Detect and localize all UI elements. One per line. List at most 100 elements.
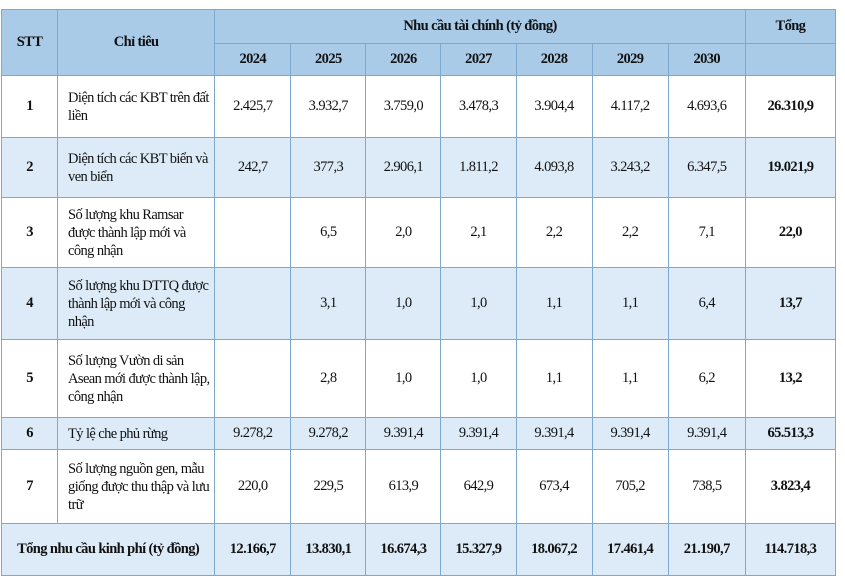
header-total: Tổng	[744, 9, 837, 44]
header-total-blank	[744, 43, 837, 76]
cell-2028: 1,1	[515, 339, 593, 418]
cell-2030: 7,1	[667, 197, 746, 268]
cell-2029: 705,2	[591, 449, 669, 524]
cell-2025: 377,3	[290, 137, 367, 198]
header-indicator: Chỉ tiêu	[57, 9, 216, 76]
cell-2027: 2,1	[440, 197, 517, 268]
grand-total-2028: 18.067,2	[515, 523, 593, 576]
cell-2029: 2,2	[591, 197, 669, 268]
cell-2027: 3.478,3	[440, 75, 517, 138]
cell-2028: 4.093,8	[515, 137, 593, 198]
cell-2028: 9.391,4	[515, 417, 593, 450]
cell-2028: 3.904,4	[515, 75, 593, 138]
row-stt: 7	[0, 449, 59, 524]
row-stt: 1	[0, 75, 59, 138]
cell-2028: 673,4	[515, 449, 593, 524]
cell-total: 13,2	[744, 339, 837, 418]
cell-2030: 6,4	[667, 267, 746, 340]
row-label: Số lượng Vườn di sản Asean mới được thàn…	[57, 339, 216, 418]
cell-2027: 1,0	[440, 339, 517, 418]
row-stt: 3	[0, 197, 59, 268]
cell-2026: 613,9	[365, 449, 442, 524]
row-label: Tỷ lệ che phủ rừng	[57, 417, 216, 450]
financial-needs-table: STT Chỉ tiêu Nhu cầu tài chính (tỷ đồng)…	[0, 9, 837, 576]
cell-2030: 738,5	[667, 449, 746, 524]
cell-2026: 1,0	[365, 267, 442, 340]
grand-total-row: Tổng nhu cầu kinh phí (tỷ đồng) 12.166,7…	[0, 523, 837, 576]
cell-2024: 9.278,2	[214, 417, 292, 450]
cell-total: 19.021,9	[744, 137, 837, 198]
cell-2027: 642,9	[440, 449, 517, 524]
grand-total-label: Tổng nhu cầu kinh phí (tỷ đồng)	[0, 523, 216, 576]
cell-2030: 6,2	[667, 339, 746, 418]
row-stt: 5	[0, 339, 59, 418]
row-stt: 2	[0, 137, 59, 198]
cell-2027: 1,0	[440, 267, 517, 340]
table-row: 3 Số lượng khu Ramsar được thành lập mới…	[0, 197, 837, 268]
row-stt: 6	[0, 417, 59, 450]
cell-2024	[214, 197, 292, 268]
cell-2025: 2,8	[290, 339, 367, 418]
cell-2026: 3.759,0	[365, 75, 442, 138]
cell-2024	[214, 267, 292, 340]
cell-2030: 9.391,4	[667, 417, 746, 450]
row-label: Số lượng khu DTTQ được thành lập mới và …	[57, 267, 216, 340]
cell-2025: 3.932,7	[290, 75, 367, 138]
cell-2025: 229,5	[290, 449, 367, 524]
cell-2030: 6.347,5	[667, 137, 746, 198]
cell-2024	[214, 339, 292, 418]
row-label: Số lượng nguồn gen, mẫu giống được thu t…	[57, 449, 216, 524]
cell-2029: 1,1	[591, 339, 669, 418]
table-row: 1 Diện tích các KBT trên đất liền 2.425,…	[0, 75, 837, 138]
cell-2025: 9.278,2	[290, 417, 367, 450]
header-year-2027: 2027	[440, 43, 517, 76]
table-row: 6 Tỷ lệ che phủ rừng 9.278,2 9.278,2 9.3…	[0, 417, 837, 450]
grand-total-2026: 16.674,3	[365, 523, 442, 576]
cell-2026: 9.391,4	[365, 417, 442, 450]
row-label: Số lượng khu Ramsar được thành lập mới v…	[57, 197, 216, 268]
row-label: Diện tích các KBT biển và ven biển	[57, 137, 216, 198]
cell-total: 65.513,3	[744, 417, 837, 450]
cell-2026: 2.906,1	[365, 137, 442, 198]
grand-total-2030: 21.190,7	[667, 523, 746, 576]
header-year-2025: 2025	[290, 43, 367, 76]
cell-2029: 4.117,2	[591, 75, 669, 138]
grand-total-2029: 17.461,4	[591, 523, 669, 576]
table-row: 2 Diện tích các KBT biển và ven biển 242…	[0, 137, 837, 198]
cell-2026: 1,0	[365, 339, 442, 418]
table-row: 4 Số lượng khu DTTQ được thành lập mới v…	[0, 267, 837, 340]
cell-2027: 1.811,2	[440, 137, 517, 198]
header-year-2030: 2030	[667, 43, 746, 76]
cell-2029: 1,1	[591, 267, 669, 340]
header-year-2024: 2024	[214, 43, 292, 76]
cell-2028: 2,2	[515, 197, 593, 268]
row-stt: 4	[0, 267, 59, 340]
cell-total: 13,7	[744, 267, 837, 340]
header-year-2029: 2029	[591, 43, 669, 76]
header-stt: STT	[0, 9, 59, 76]
header-year-2028: 2028	[515, 43, 593, 76]
cell-2025: 3,1	[290, 267, 367, 340]
grand-total-sum: 114.718,3	[744, 523, 837, 576]
header-year-2026: 2026	[365, 43, 442, 76]
cell-2029: 9.391,4	[591, 417, 669, 450]
grand-total-2025: 13.830,1	[290, 523, 367, 576]
cell-2025: 6,5	[290, 197, 367, 268]
cell-total: 26.310,9	[744, 75, 837, 138]
cell-2024: 242,7	[214, 137, 292, 198]
cell-total: 22,0	[744, 197, 837, 268]
grand-total-2024: 12.166,7	[214, 523, 292, 576]
cell-2027: 9.391,4	[440, 417, 517, 450]
cell-2024: 220,0	[214, 449, 292, 524]
cell-2028: 1,1	[515, 267, 593, 340]
table-row: 7 Số lượng nguồn gen, mẫu giống được thu…	[0, 449, 837, 524]
table-row: 5 Số lượng Vườn di sản Asean mới được th…	[0, 339, 837, 418]
cell-total: 3.823,4	[744, 449, 837, 524]
header-financial-needs: Nhu cầu tài chính (tỷ đồng)	[214, 9, 746, 44]
cell-2030: 4.693,6	[667, 75, 746, 138]
grand-total-2027: 15.327,9	[440, 523, 517, 576]
row-label: Diện tích các KBT trên đất liền	[57, 75, 216, 138]
cell-2024: 2.425,7	[214, 75, 292, 138]
cell-2029: 3.243,2	[591, 137, 669, 198]
cell-2026: 2,0	[365, 197, 442, 268]
